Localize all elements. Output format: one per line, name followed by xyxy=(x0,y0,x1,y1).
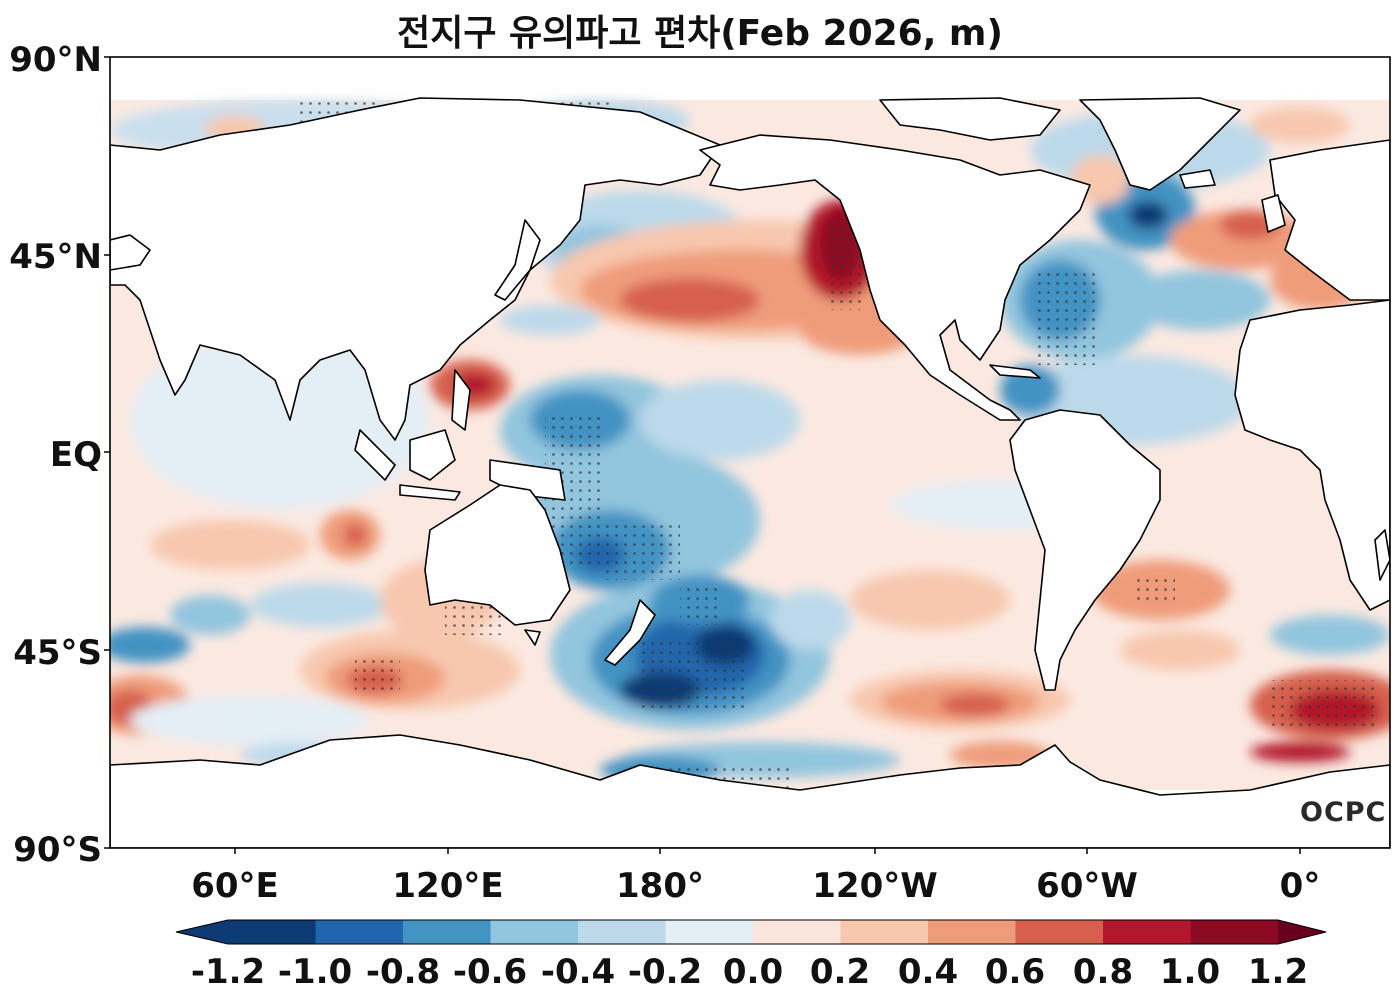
philippines xyxy=(451,369,471,431)
sumatra xyxy=(354,429,396,481)
colorbar-tick: 1.0 xyxy=(1159,952,1221,992)
colorbar-bin xyxy=(1103,920,1191,944)
colorbar-tick: -1.0 xyxy=(277,952,353,992)
colorbar-tick: -0.4 xyxy=(540,952,616,992)
colorbar-tick: -1.2 xyxy=(190,952,266,992)
uk xyxy=(1261,194,1286,233)
borneo xyxy=(409,429,456,481)
tasmania xyxy=(524,629,541,646)
lon-label-120e: 120°E xyxy=(392,866,504,906)
colorbar-tick: 0.0 xyxy=(722,952,784,992)
lon-label-60e: 60°E xyxy=(191,866,279,906)
land-masses xyxy=(110,97,1390,848)
colorbar-bin xyxy=(1015,920,1103,944)
colorbar-bin xyxy=(1190,920,1278,944)
colorbar-tick: 0.2 xyxy=(809,952,871,992)
arctic-islands xyxy=(879,97,1061,141)
colorbar-bin xyxy=(578,920,666,944)
colorbar-bin xyxy=(928,920,1016,944)
lon-label-120w: 120°W xyxy=(812,866,938,906)
colorbar-bin xyxy=(665,920,753,944)
lat-ticks xyxy=(104,56,110,849)
colorbar-tick: 0.4 xyxy=(897,952,959,992)
lon-label-60w: 60°W xyxy=(1036,866,1138,906)
madagascar xyxy=(1374,529,1390,581)
ocpc-logo: OCPC xyxy=(1300,797,1387,828)
south-america xyxy=(1009,409,1161,691)
new-zealand xyxy=(604,599,656,666)
lat-label-eq: EQ xyxy=(49,435,102,475)
colorbar-tick: -0.2 xyxy=(627,952,703,992)
colorbar-bin xyxy=(490,920,578,944)
europe xyxy=(1269,139,1390,301)
map-title: 전지구 유의파고 편차(Feb 2026, m) xyxy=(397,13,1003,54)
colorbar-bin xyxy=(403,920,491,944)
australia xyxy=(424,484,571,626)
iceland xyxy=(1179,169,1216,189)
africa xyxy=(1234,299,1390,611)
lat-label-45s: 45°S xyxy=(13,633,102,673)
lat-label-90n: 90°N xyxy=(9,40,102,80)
new-guinea xyxy=(489,459,566,501)
map-area xyxy=(110,97,1390,848)
greenland xyxy=(1079,97,1241,191)
colorbar-tick: 1.2 xyxy=(1247,952,1309,992)
colorbar-bin xyxy=(228,920,316,944)
cuba xyxy=(989,364,1041,379)
lon-label-180: 180° xyxy=(616,866,704,906)
colorbar-tick: -0.6 xyxy=(452,952,528,992)
colorbar-bin xyxy=(315,920,403,944)
colorbar-bin xyxy=(753,920,841,944)
colorbar-tick: 0.8 xyxy=(1072,952,1134,992)
java xyxy=(399,484,461,501)
eurasia xyxy=(110,97,721,441)
colorbar-bin xyxy=(840,920,928,944)
colorbar-tick: 0.6 xyxy=(984,952,1046,992)
colorbar-under-arrow xyxy=(176,920,228,944)
lat-label-45n: 45°N xyxy=(9,237,102,277)
north-america xyxy=(699,134,1091,421)
colorbar-tick: -0.8 xyxy=(365,952,441,992)
antarctica xyxy=(110,734,1390,848)
lon-label-0: 0° xyxy=(1279,866,1321,906)
lon-ticks xyxy=(234,848,1301,854)
colorbar-over-arrow xyxy=(1278,920,1326,944)
europe-edge xyxy=(110,234,151,271)
japan xyxy=(494,219,541,301)
lat-label-90s: 90°S xyxy=(13,830,102,870)
colorbar xyxy=(175,919,1327,945)
